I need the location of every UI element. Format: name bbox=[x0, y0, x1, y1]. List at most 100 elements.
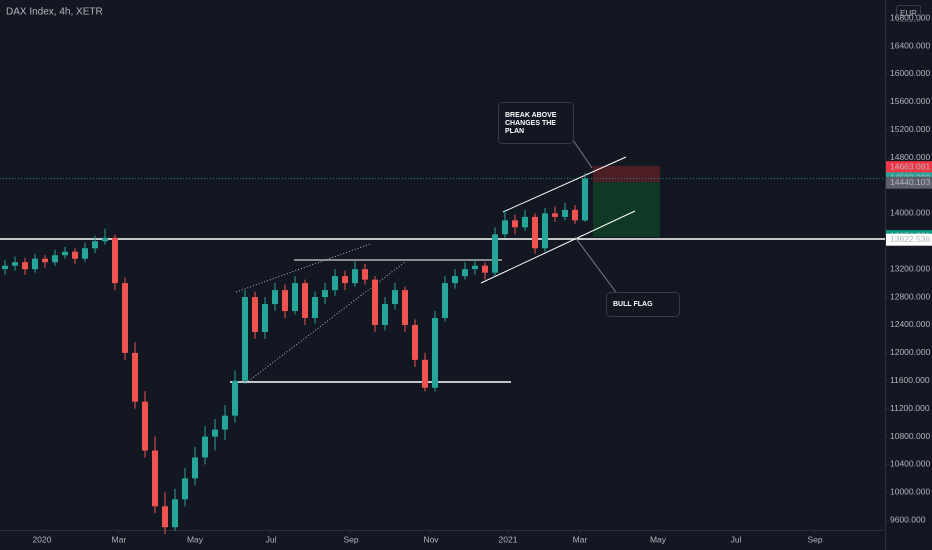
currency-label: EUR bbox=[900, 9, 917, 18]
annotation-text: BULL FLAG bbox=[613, 301, 653, 308]
candle-body bbox=[462, 269, 468, 277]
y-tick-label: 9600.000 bbox=[890, 514, 926, 524]
stop-zone bbox=[593, 166, 660, 182]
candle-body bbox=[432, 318, 438, 388]
y-tick-label: 12400.000 bbox=[890, 319, 930, 329]
candle-body bbox=[22, 262, 28, 270]
candle-body bbox=[152, 450, 158, 507]
candle-body bbox=[482, 265, 488, 273]
candle-body bbox=[492, 234, 498, 273]
callout-box bbox=[606, 292, 680, 317]
candle-body bbox=[202, 436, 208, 458]
candle-body bbox=[512, 220, 518, 228]
candle-body bbox=[112, 237, 118, 284]
y-tick-label: 15200.000 bbox=[890, 124, 930, 134]
candle-body bbox=[32, 258, 38, 270]
y-tick-label: 14800.000 bbox=[890, 152, 930, 162]
price-label-bg bbox=[886, 176, 932, 189]
candle-body bbox=[272, 290, 278, 305]
candle-body bbox=[562, 209, 568, 217]
y-tick-label: 13200.000 bbox=[890, 263, 930, 273]
candle-body bbox=[102, 237, 108, 242]
flag-lower bbox=[480, 210, 636, 284]
y-tick-label: 16400.000 bbox=[890, 40, 930, 50]
y-tick-label: 11600.000 bbox=[890, 375, 930, 385]
candle-body bbox=[192, 457, 198, 479]
callout-pointer bbox=[572, 139, 593, 169]
candle-body bbox=[242, 297, 248, 381]
candle-body bbox=[542, 213, 548, 249]
candle-body bbox=[72, 251, 78, 259]
candle-body bbox=[282, 290, 288, 312]
candle-body bbox=[522, 216, 528, 228]
candle-body bbox=[442, 283, 448, 318]
candle-body bbox=[412, 324, 418, 360]
x-tick-label: Sep bbox=[343, 534, 358, 544]
callout-pointer bbox=[574, 236, 619, 296]
candle-body bbox=[212, 429, 218, 437]
currency-button[interactable] bbox=[896, 5, 921, 22]
y-tick-label: 15600.000 bbox=[890, 96, 930, 106]
candle-body bbox=[532, 216, 538, 249]
y-tick-label: 11200.000 bbox=[890, 403, 930, 413]
x-tick-label: Sep bbox=[807, 534, 822, 544]
candle-body bbox=[332, 276, 338, 291]
y-tick-label: 16800.000 bbox=[890, 12, 930, 22]
candle-body bbox=[82, 248, 88, 259]
price-label: 13622.536 bbox=[890, 234, 930, 244]
y-tick-label: 10800.000 bbox=[890, 431, 930, 441]
candle-body bbox=[92, 241, 98, 249]
candle-body bbox=[452, 276, 458, 284]
candle-body bbox=[142, 401, 148, 451]
candle-body bbox=[172, 499, 178, 528]
x-tick-label: May bbox=[650, 534, 667, 544]
candle-body bbox=[42, 258, 48, 263]
y-tick-label: 10400.000 bbox=[890, 459, 930, 469]
x-tick-label: Mar bbox=[112, 534, 127, 544]
candle-body bbox=[302, 283, 308, 318]
annotation-text: CHANGES THE bbox=[505, 120, 556, 127]
x-tick-label: Mar bbox=[573, 534, 588, 544]
candle-body bbox=[312, 297, 318, 318]
x-tick-label: 2020 bbox=[33, 534, 52, 544]
x-tick-label: Nov bbox=[423, 534, 439, 544]
candle-body bbox=[12, 262, 18, 266]
candle-body bbox=[182, 478, 188, 500]
y-tick-label: 10000.000 bbox=[890, 487, 930, 497]
target-zone bbox=[593, 182, 660, 237]
candle-body bbox=[392, 290, 398, 305]
price-label: 14440.103 bbox=[890, 177, 930, 187]
candle-body bbox=[232, 380, 238, 416]
candle-body bbox=[352, 269, 358, 284]
annotation-text: PLAN bbox=[505, 128, 524, 135]
candle-body bbox=[552, 213, 558, 217]
y-tick-label: 12000.000 bbox=[890, 347, 930, 357]
price-label: 14663.081 bbox=[890, 161, 930, 171]
candle-body bbox=[252, 297, 258, 332]
wedge-lower bbox=[245, 261, 406, 384]
x-tick-label: May bbox=[187, 534, 204, 544]
candle-body bbox=[472, 265, 478, 270]
candle-body bbox=[52, 255, 58, 263]
price-label-bg bbox=[886, 161, 932, 174]
candle-body bbox=[402, 290, 408, 325]
candle-body bbox=[132, 352, 138, 402]
candle-body bbox=[382, 304, 388, 325]
candle-body bbox=[292, 283, 298, 312]
x-tick-label: Jul bbox=[266, 534, 277, 544]
candle-body bbox=[422, 359, 428, 388]
candle-body bbox=[322, 290, 328, 298]
y-tick-label: 12800.000 bbox=[890, 291, 930, 301]
candle-body bbox=[222, 415, 228, 430]
candle-body bbox=[502, 220, 508, 235]
candle-body bbox=[362, 269, 368, 280]
chart-title: DAX Index, 4h, XETR bbox=[6, 7, 103, 18]
price-label-bg bbox=[886, 233, 932, 246]
candle-body bbox=[162, 506, 168, 528]
candle-body bbox=[122, 283, 128, 353]
callout-box bbox=[498, 102, 574, 144]
candle-body bbox=[372, 279, 378, 325]
drawings bbox=[0, 102, 885, 384]
y-tick-label: 16000.000 bbox=[890, 68, 930, 78]
